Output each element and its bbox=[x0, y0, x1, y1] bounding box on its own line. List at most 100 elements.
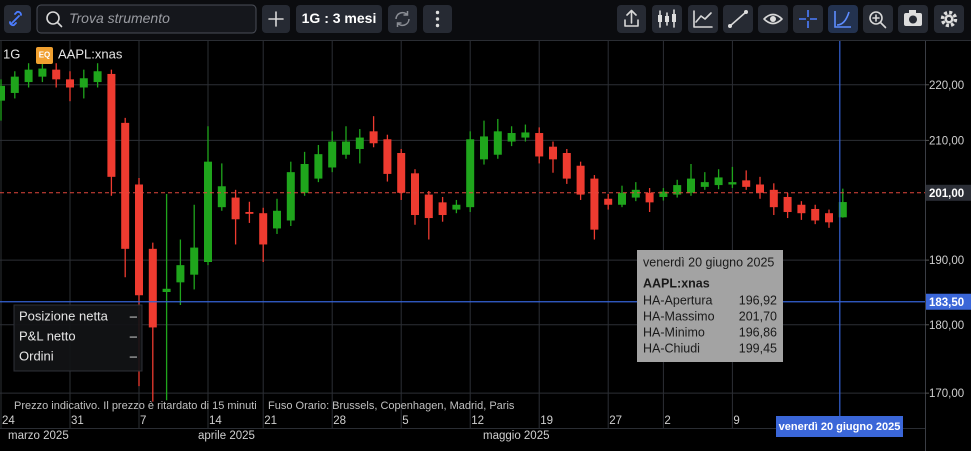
candle-body bbox=[838, 202, 847, 218]
candle-body bbox=[507, 133, 516, 142]
badge-bg bbox=[36, 47, 53, 64]
delay-note: Prezzo indicativo. Il prezzo è ritardato… bbox=[14, 400, 257, 412]
indicators-button[interactable] bbox=[688, 5, 718, 33]
candle-body bbox=[687, 178, 695, 193]
panel-label: P&L netto bbox=[19, 328, 76, 343]
panel-label: Ordini bbox=[19, 348, 54, 363]
candle-body bbox=[148, 248, 157, 328]
candle-body bbox=[10, 76, 19, 93]
candle-body bbox=[355, 137, 364, 149]
tooltip: venerdì 20 giugno 2025 AAPL:xnas HA-Aper… bbox=[637, 250, 783, 362]
y-tick-label: 180,00 bbox=[929, 320, 964, 332]
candle-body bbox=[217, 186, 226, 208]
x-tick-label: 28 bbox=[333, 415, 346, 427]
visibility-button[interactable] bbox=[758, 5, 788, 33]
candle-body bbox=[121, 122, 130, 249]
candle-body bbox=[300, 163, 309, 193]
overlays: 1G EQ AAPL:xnas Prezzo indicativo. Il pr… bbox=[3, 46, 783, 412]
snapshot-button[interactable] bbox=[898, 5, 928, 33]
crosshair-date-tag bbox=[776, 416, 903, 437]
last-price-label: 201,00 bbox=[929, 188, 964, 200]
tooltip-label: HA-Massimo bbox=[643, 309, 715, 323]
tooltip-label: HA-Minimo bbox=[643, 325, 705, 339]
candle-body bbox=[742, 180, 751, 187]
candle-body bbox=[438, 202, 447, 216]
tooltip-value: 201,70 bbox=[739, 309, 777, 323]
candle-body bbox=[631, 189, 640, 198]
candle-body bbox=[162, 288, 171, 293]
x-tick-label: 27 bbox=[609, 415, 622, 427]
candle-body bbox=[825, 213, 833, 223]
crosshair-button[interactable] bbox=[793, 5, 823, 33]
candle-body bbox=[645, 192, 654, 203]
search-placeholder: Trova strumento bbox=[69, 10, 170, 26]
tooltip-value: 196,92 bbox=[739, 293, 777, 307]
candle-body bbox=[342, 141, 350, 155]
candle-body bbox=[590, 178, 599, 230]
candle-body bbox=[286, 172, 295, 221]
candle-body bbox=[24, 69, 33, 83]
search-box[interactable]: Trova strumento bbox=[36, 4, 257, 34]
zoom-button[interactable] bbox=[863, 5, 893, 33]
badge: EQ bbox=[39, 51, 51, 60]
y-tick-label: 220,00 bbox=[929, 80, 964, 92]
candle-body bbox=[493, 131, 502, 155]
period-button[interactable]: 1G : 3 mesi bbox=[296, 5, 382, 33]
candle-body bbox=[562, 153, 571, 179]
candle-body bbox=[424, 194, 433, 219]
candle-type-button[interactable] bbox=[652, 5, 682, 33]
x-tick-label: 12 bbox=[471, 415, 484, 427]
y-tick-label: 210,00 bbox=[929, 135, 964, 147]
x-tick-label: 21 bbox=[264, 415, 277, 427]
candle-body bbox=[52, 69, 61, 80]
refresh-button[interactable] bbox=[388, 5, 417, 33]
link-button[interactable] bbox=[4, 5, 31, 33]
tooltip-value: 196,86 bbox=[739, 325, 777, 339]
candle-body bbox=[811, 208, 820, 221]
candle-body bbox=[93, 71, 102, 83]
candle-body bbox=[38, 68, 47, 77]
candle-body bbox=[190, 247, 199, 275]
x-tick-label: 9 bbox=[733, 415, 739, 427]
candle-body bbox=[135, 184, 143, 296]
y-tick-label: 170,00 bbox=[929, 388, 964, 400]
candle-body bbox=[314, 154, 323, 179]
candle-body bbox=[769, 189, 778, 208]
settings-button[interactable] bbox=[934, 5, 964, 33]
candle-body bbox=[452, 204, 461, 210]
x-tick-label: 2 bbox=[664, 415, 670, 427]
share-button[interactable] bbox=[617, 5, 646, 33]
candle-body bbox=[259, 213, 268, 245]
candle-body bbox=[480, 136, 488, 160]
draw-button[interactable] bbox=[723, 5, 753, 33]
x-tick-label: 5 bbox=[402, 415, 408, 427]
candle-body bbox=[659, 191, 668, 197]
tooltip-bg bbox=[637, 250, 783, 362]
position-panel: Posizione netta – P&L netto – Ordini – bbox=[13, 304, 143, 372]
candle-body bbox=[328, 141, 337, 168]
curve-button[interactable] bbox=[828, 5, 858, 33]
panel-bg bbox=[13, 304, 143, 372]
crosshair-price-tag bbox=[926, 293, 971, 310]
candle-body bbox=[107, 73, 116, 177]
tooltip-value: 199,45 bbox=[739, 341, 777, 355]
x-tick-label: 31 bbox=[71, 415, 84, 427]
period-label: 1G : 3 mesi bbox=[302, 10, 377, 26]
add-button[interactable] bbox=[262, 5, 290, 33]
x-tick-label: 24 bbox=[2, 415, 15, 427]
month-label: maggio 2025 bbox=[483, 430, 550, 442]
y-tick-label: 190,00 bbox=[929, 255, 964, 267]
candle-body bbox=[673, 185, 682, 195]
more-button[interactable] bbox=[423, 5, 452, 33]
candle-body bbox=[466, 139, 475, 208]
candle-body bbox=[797, 204, 806, 214]
candle-body bbox=[604, 198, 613, 205]
panel-value: – bbox=[130, 308, 138, 323]
crosshair-price-label: 183,50 bbox=[929, 297, 964, 309]
x-tick-label: 14 bbox=[209, 415, 222, 427]
x-tick-label: 19 bbox=[540, 415, 553, 427]
tooltip-label: HA-Apertura bbox=[643, 293, 713, 307]
toolbar: Trova strumento 1G : 3 mesi bbox=[0, 0, 971, 40]
candle-body bbox=[204, 161, 212, 262]
